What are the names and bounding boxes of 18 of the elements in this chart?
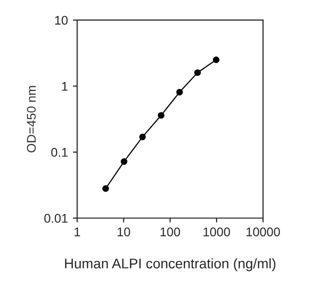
x-tick-label: 100: [160, 227, 180, 236]
x-axis-title: Human ALPI concentration (ng/ml): [65, 258, 276, 272]
y-tick-label: 1: [62, 82, 68, 91]
point: [158, 112, 164, 119]
x-tick-label: 1: [74, 228, 80, 236]
y-tick-label: 10: [55, 16, 68, 25]
y-axis-title: OD=450 nm: [26, 86, 36, 152]
y-tick-label: 0.1: [51, 148, 68, 157]
point: [212, 56, 220, 64]
point: [176, 88, 183, 96]
point: [139, 134, 146, 140]
x-tick-label: 10000: [246, 227, 280, 236]
x-tick-label: 10: [118, 227, 130, 236]
point: [120, 158, 128, 165]
point: [194, 69, 201, 76]
y-tick-label: 0.01: [44, 214, 68, 223]
x-tick-label: 1000: [204, 227, 230, 236]
point: [102, 185, 109, 192]
